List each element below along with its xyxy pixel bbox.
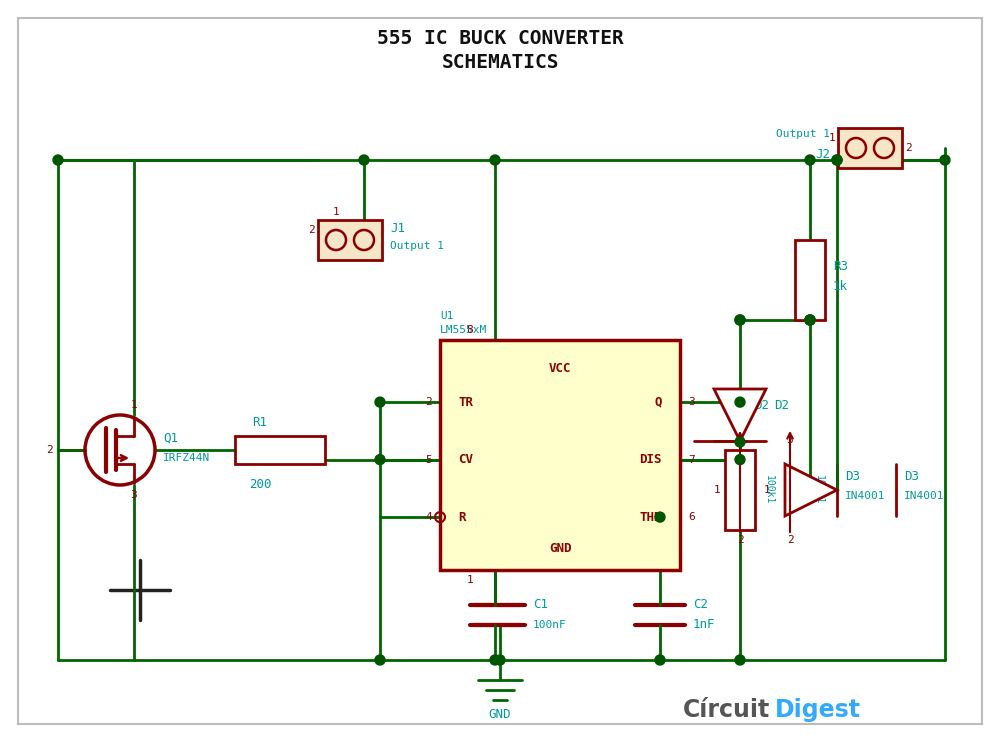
Text: 5: 5 [425,455,432,464]
Text: 3: 3 [737,435,743,445]
Text: 2: 2 [737,535,743,545]
Text: 2: 2 [308,225,315,235]
Text: Digest: Digest [775,698,861,722]
Text: Círcuit: Círcuit [683,698,770,722]
Text: 6: 6 [688,512,695,522]
Text: 555 IC BUCK CONVERTER: 555 IC BUCK CONVERTER [377,28,623,47]
Text: C1: C1 [533,599,548,611]
Text: 200: 200 [249,478,271,490]
Circle shape [805,315,815,325]
Circle shape [490,155,500,165]
Text: Output 1: Output 1 [390,241,444,251]
Text: C2: C2 [693,599,708,611]
Bar [440,340,680,570]
Text: D2: D2 [754,398,769,412]
Circle shape [359,155,369,165]
Text: 3: 3 [131,490,137,500]
Text: Output 1: Output 1 [776,129,830,139]
Text: R: R [458,510,466,524]
Text: VCC: VCC [549,361,571,375]
Text: Q: Q [654,395,662,409]
Text: 1nF: 1nF [693,619,716,631]
Text: 4: 4 [425,512,432,522]
Polygon shape [785,464,837,516]
Text: TR: TR [458,395,473,409]
Text: D3: D3 [845,470,860,482]
Circle shape [735,397,745,407]
Text: D2: D2 [774,398,789,412]
Text: 1: 1 [713,485,720,495]
Circle shape [832,155,842,165]
Text: 1: 1 [131,400,137,410]
Circle shape [495,655,505,665]
Text: 1: 1 [333,207,339,217]
Text: 2: 2 [787,535,793,545]
Text: 8: 8 [467,325,473,335]
Text: 1k: 1k [833,280,848,292]
Text: 1: 1 [828,133,835,143]
Circle shape [832,155,842,165]
Text: 3: 3 [688,397,695,407]
Text: GND: GND [549,542,571,554]
Circle shape [375,455,385,464]
Text: 100k1: 100k1 [814,476,824,505]
Text: D3: D3 [904,470,919,482]
Bar [235,436,325,464]
Text: J1: J1 [390,222,405,234]
Text: IRFZ44N: IRFZ44N [163,453,210,463]
Text: IN4001: IN4001 [904,491,944,501]
Text: 7: 7 [688,455,695,464]
Text: Q1: Q1 [163,432,178,444]
Text: 2: 2 [905,143,912,153]
Text: U1: U1 [440,311,454,321]
Text: 1: 1 [467,575,473,585]
Circle shape [805,155,815,165]
Circle shape [735,655,745,665]
Text: DIS: DIS [640,453,662,466]
Text: 100k1: 100k1 [764,476,774,505]
Circle shape [375,397,385,407]
Circle shape [735,315,745,325]
Circle shape [805,315,815,325]
Bar [838,128,902,168]
Text: 100nF: 100nF [533,620,567,630]
Circle shape [940,155,950,165]
Bar [795,240,825,320]
Text: 3: 3 [787,435,793,445]
Text: IN4001: IN4001 [845,491,886,501]
Text: GND: GND [489,709,511,721]
Circle shape [375,655,385,665]
Circle shape [655,655,665,665]
Text: LM555xM: LM555xM [440,325,487,335]
Circle shape [805,315,815,325]
Text: CV: CV [458,453,473,466]
Polygon shape [714,389,766,441]
Text: THR: THR [640,510,662,524]
Circle shape [655,512,665,522]
Text: 1: 1 [763,485,770,495]
Circle shape [490,655,500,665]
Bar [318,220,382,260]
Bar [725,450,755,530]
Text: R1: R1 [253,416,268,428]
Circle shape [53,155,63,165]
Text: 2: 2 [425,397,432,407]
Text: J2: J2 [815,148,830,160]
Text: R3: R3 [833,260,848,272]
Circle shape [735,437,745,447]
Text: 2: 2 [46,445,53,455]
Circle shape [735,455,745,464]
Text: SCHEMATICS: SCHEMATICS [441,53,559,71]
Circle shape [735,315,745,325]
